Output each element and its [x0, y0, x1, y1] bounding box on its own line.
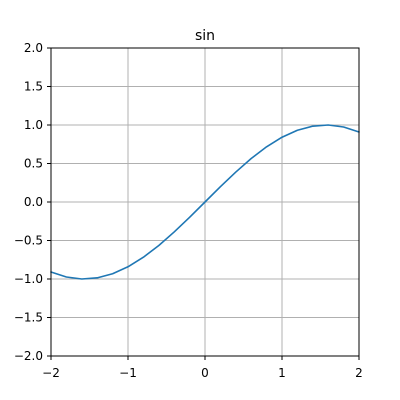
data-point — [97, 277, 98, 278]
data-point — [281, 137, 282, 138]
series-layer — [50, 124, 360, 280]
y-tick-label: −1.0 — [14, 272, 43, 286]
data-point — [251, 158, 252, 159]
series-line-sin — [50, 124, 360, 280]
chart-title: sin — [195, 28, 215, 44]
data-point — [266, 146, 267, 147]
data-point — [312, 126, 313, 127]
y-tick-label: −0.5 — [14, 234, 43, 248]
axis-ticks: −2 −1 0 1 2 −2.0 −1.5 −1.0 −0.5 0.0 0.5 1.0 1.5 2.0 — [14, 41, 363, 380]
y-tick-label: 0.0 — [24, 195, 43, 209]
x-tick-label: 1 — [278, 366, 286, 380]
data-point — [127, 266, 128, 267]
x-tick-label: −1 — [119, 366, 137, 380]
data-point — [297, 130, 298, 131]
data-point — [220, 186, 221, 187]
data-point — [235, 171, 236, 172]
data-point — [328, 124, 329, 125]
data-point — [66, 276, 67, 277]
data-point — [81, 278, 82, 279]
data-point — [189, 217, 190, 218]
y-tick-label: 2.0 — [24, 41, 43, 55]
y-tick-label: −2.0 — [14, 349, 43, 363]
data-point — [158, 245, 159, 246]
data-point — [112, 273, 113, 274]
y-tick-label: 0.5 — [24, 157, 43, 171]
x-tick-label: −2 — [42, 366, 60, 380]
y-tick-label: 1.0 — [24, 118, 43, 132]
x-tick-label: 0 — [201, 366, 209, 380]
data-point — [343, 126, 344, 127]
data-point — [174, 231, 175, 232]
data-point — [143, 257, 144, 258]
x-tick-label: 2 — [355, 366, 363, 380]
y-tick-label: −1.5 — [14, 311, 43, 325]
y-tick-label: 1.5 — [24, 80, 43, 94]
data-point — [204, 201, 205, 202]
